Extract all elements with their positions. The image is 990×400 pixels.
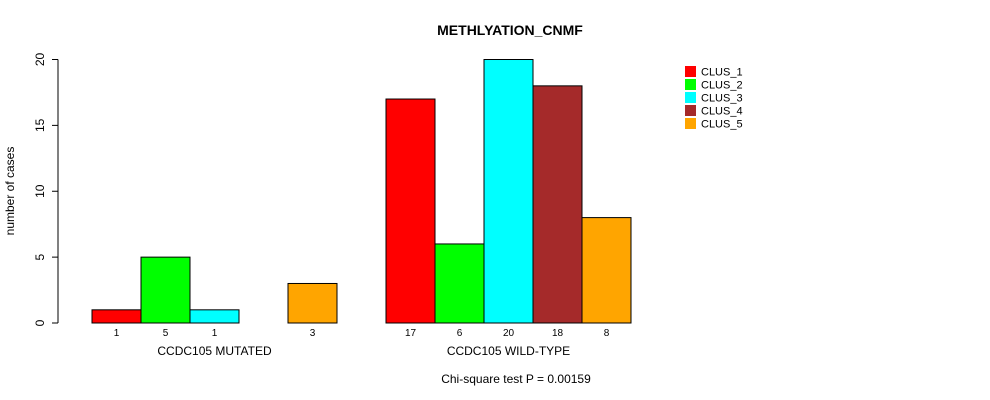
bar-clus-2-group-2 — [434, 243, 485, 324]
legend-swatch-clus-3 — [685, 92, 696, 103]
bar-value-label: 17 — [405, 328, 417, 339]
y-tick-label: 15 — [33, 118, 47, 132]
bar-clus-5-group-1 — [287, 282, 338, 324]
group-labels: CCDC105 MUTATED CCDC105 WILD-TYPE — [157, 344, 570, 358]
y-tick-label: 10 — [33, 184, 47, 198]
bars-layer: 1 17 5 6 1 20 18 3 8 — [91, 59, 632, 339]
bar-value-label: 1 — [114, 328, 120, 339]
y-tick-label: 20 — [33, 53, 47, 67]
bar-value-label: 1 — [212, 328, 218, 339]
legend-label-clus-2: CLUS_2 — [701, 80, 743, 92]
group-label-1: CCDC105 MUTATED — [157, 344, 272, 358]
legend-label-clus-4: CLUS_4 — [701, 106, 743, 118]
bar-value-label: 6 — [457, 328, 463, 339]
bar-clus-3-group-1 — [189, 309, 240, 324]
y-tick-label: 5 — [33, 253, 47, 260]
bar-clus-1-group-2 — [385, 98, 436, 324]
chi-square-footnote: Chi-square test P = 0.00159 — [441, 372, 591, 386]
y-tick-label: 0 — [33, 319, 47, 326]
legend-swatch-clus-5 — [685, 118, 696, 129]
group-label-2: CCDC105 WILD-TYPE — [447, 344, 570, 358]
legend-label-clus-3: CLUS_3 — [701, 93, 743, 105]
y-axis-label: number of cases — [3, 147, 17, 236]
bar-clus-5-group-2 — [581, 217, 632, 324]
y-axis: 0 5 10 15 20 — [33, 53, 59, 326]
chart-title: METHLYATION_CNMF — [437, 22, 583, 38]
legend-swatch-clus-4 — [685, 105, 696, 116]
bar-value-label: 8 — [604, 328, 610, 339]
legend-label-clus-1: CLUS_1 — [701, 67, 743, 79]
bar-clus-1-group-1 — [91, 309, 142, 324]
legend-label-clus-5: CLUS_5 — [701, 119, 743, 131]
legend-swatch-clus-2 — [685, 79, 696, 90]
bar-value-label: 20 — [503, 328, 515, 339]
bar-value-label: 5 — [163, 328, 169, 339]
bar-value-label: 18 — [552, 328, 564, 339]
bar-clus-2-group-1 — [140, 256, 191, 324]
bar-value-label: 3 — [310, 328, 316, 339]
bar-clus-3-group-2 — [483, 59, 534, 324]
bar-clus-4-group-2 — [532, 85, 583, 324]
legend-swatch-clus-1 — [685, 66, 696, 77]
